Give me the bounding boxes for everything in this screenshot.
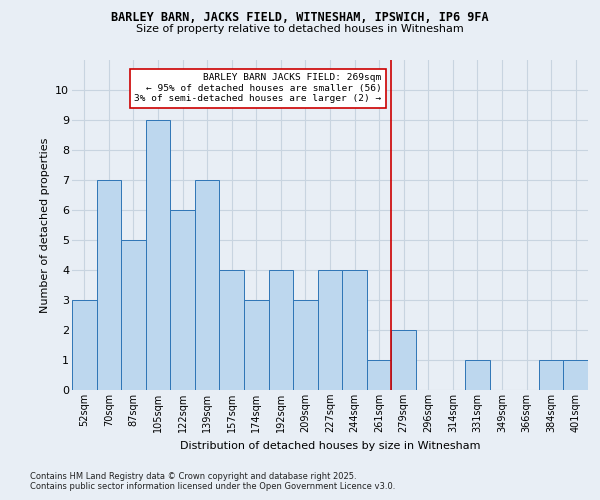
Text: Contains HM Land Registry data © Crown copyright and database right 2025.
Contai: Contains HM Land Registry data © Crown c… <box>30 472 395 491</box>
Bar <box>367 360 391 390</box>
Bar <box>318 270 342 390</box>
Bar <box>539 360 563 390</box>
Bar <box>170 210 195 390</box>
Bar <box>121 240 146 390</box>
Bar <box>97 180 121 390</box>
Text: BARLEY BARN, JACKS FIELD, WITNESHAM, IPSWICH, IP6 9FA: BARLEY BARN, JACKS FIELD, WITNESHAM, IPS… <box>111 11 489 24</box>
Bar <box>391 330 416 390</box>
Bar <box>342 270 367 390</box>
Bar <box>195 180 220 390</box>
Text: BARLEY BARN JACKS FIELD: 269sqm
← 95% of detached houses are smaller (56)
3% of : BARLEY BARN JACKS FIELD: 269sqm ← 95% of… <box>134 74 382 104</box>
Bar <box>465 360 490 390</box>
Bar <box>220 270 244 390</box>
Bar <box>146 120 170 390</box>
Y-axis label: Number of detached properties: Number of detached properties <box>40 138 50 312</box>
Bar <box>72 300 97 390</box>
Bar <box>563 360 588 390</box>
Bar <box>293 300 318 390</box>
X-axis label: Distribution of detached houses by size in Witnesham: Distribution of detached houses by size … <box>180 440 480 450</box>
Bar <box>269 270 293 390</box>
Text: Size of property relative to detached houses in Witnesham: Size of property relative to detached ho… <box>136 24 464 34</box>
Bar <box>244 300 269 390</box>
